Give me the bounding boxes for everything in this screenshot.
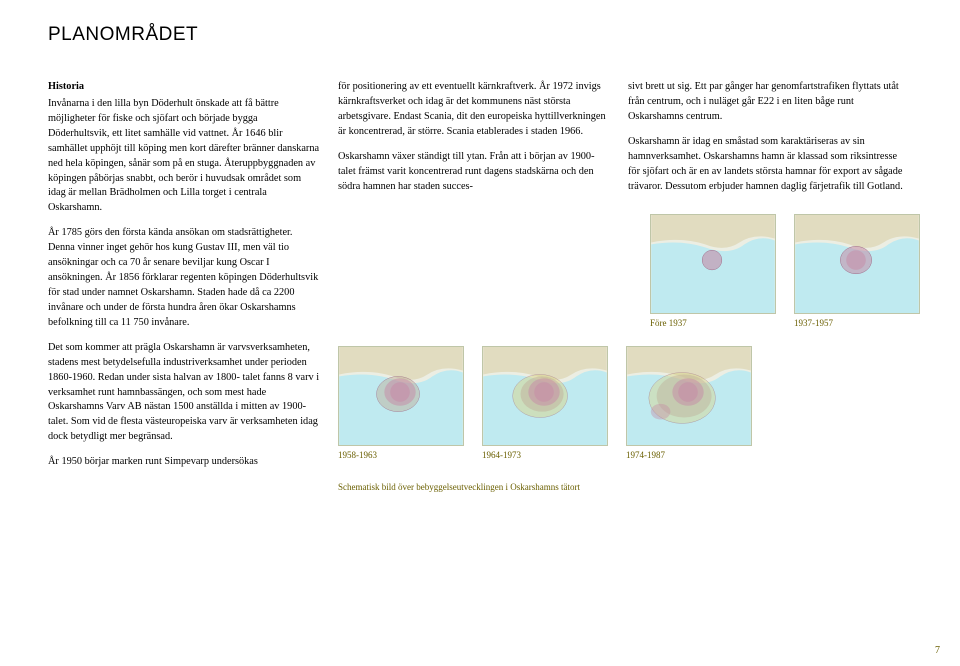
paragraph: År 1785 görs den första kända ansökan om… bbox=[48, 226, 320, 330]
map-block: 1964-1973 bbox=[482, 346, 608, 468]
map-block: 1937-1957 bbox=[794, 214, 920, 336]
map-block: Före 1937 bbox=[650, 214, 776, 336]
paragraph: Oskarshamn växer ständigt till ytan. Frå… bbox=[338, 150, 610, 195]
content-columns: Historia Invånarna i den lilla byn Döder… bbox=[48, 80, 920, 492]
map-caption: Före 1937 bbox=[650, 318, 776, 328]
paragraph: för positionering av ett eventuellt kärn… bbox=[338, 80, 610, 140]
page-title: PLANOMRÅDET bbox=[48, 24, 920, 46]
middle-column: för positionering av ett eventuellt kärn… bbox=[338, 80, 610, 204]
map-block: 1958-1963 bbox=[338, 346, 464, 468]
paragraph: Oskarshamn är idag en småstad som karakt… bbox=[628, 135, 906, 195]
right-column: sivt brett ut sig. Ett par gånger har ge… bbox=[628, 80, 906, 204]
map-row: Före 1937 1937-1957 bbox=[338, 214, 920, 336]
page-number: 7 bbox=[935, 645, 940, 656]
section-heading: Historia bbox=[48, 80, 320, 95]
map-caption: 1937-1957 bbox=[794, 318, 920, 328]
schematic-caption: Schematisk bild över bebyggelseutvecklin… bbox=[338, 482, 920, 492]
paragraph: Invånarna i den lilla byn Döderhult önsk… bbox=[48, 97, 320, 216]
map-thumbnail bbox=[626, 346, 752, 446]
map-thumbnail bbox=[338, 346, 464, 446]
map-caption: 1974-1987 bbox=[626, 450, 752, 460]
map-caption: 1964-1973 bbox=[482, 450, 608, 460]
left-column: Historia Invånarna i den lilla byn Döder… bbox=[48, 80, 320, 492]
map-thumbnail bbox=[482, 346, 608, 446]
map-thumbnail bbox=[650, 214, 776, 314]
map-row: 1958-1963 1964-1973 bbox=[338, 346, 920, 468]
paragraph: Det som kommer att prägla Oskarshamn är … bbox=[48, 341, 320, 445]
paragraph: År 1950 börjar marken runt Simpevarp und… bbox=[48, 455, 320, 470]
paragraph: sivt brett ut sig. Ett par gånger har ge… bbox=[628, 80, 906, 125]
map-block: 1974-1987 bbox=[626, 346, 752, 468]
map-thumbnail bbox=[794, 214, 920, 314]
map-caption: 1958-1963 bbox=[338, 450, 464, 460]
